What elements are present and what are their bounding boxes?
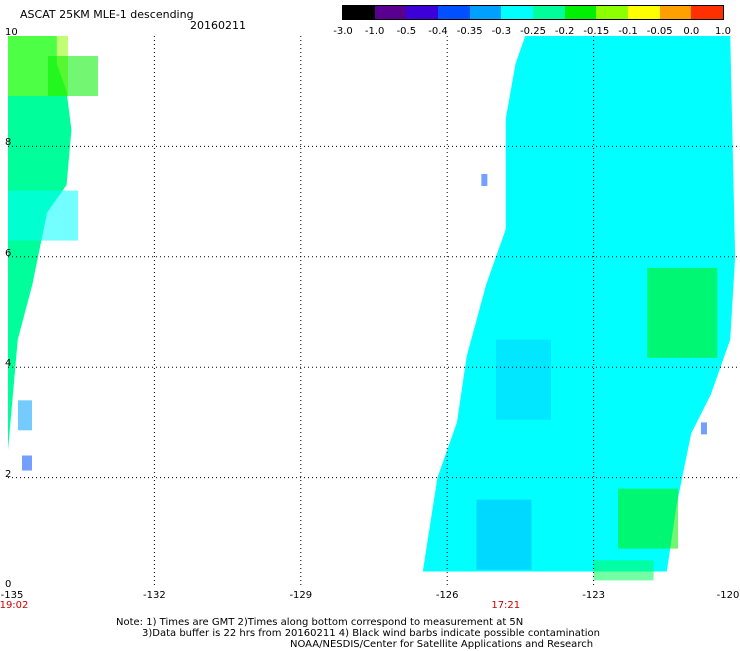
swath-right [422,36,736,572]
x-tick-label: -132 [143,590,166,601]
colorbar-segment [406,6,439,19]
colorbar-label: -0.15 [583,26,610,37]
colorbar-label: -0.35 [456,26,483,37]
y-tick-label: 10 [5,27,18,38]
colorbar-segment [659,6,692,19]
colorbar-label: -1.0 [364,26,385,37]
note-line-2: 3)Data buffer is 22 hrs from 20160211 4)… [142,628,600,639]
colorbar-segment [691,6,724,19]
colorbar-label: 1.0 [715,26,731,37]
patch-green-east [647,267,718,358]
colorbar-segment [469,6,502,19]
patch-cyan [8,190,78,241]
colorbar-segment [343,6,376,19]
x-tick-label: -135 [0,590,24,601]
colorbar-segment [564,6,597,19]
patch-green-se [618,488,678,549]
chart-title: ASCAT 25KM MLE-1 descending [20,8,194,21]
colorbar-label: -0.3 [491,26,512,37]
colorbar-segment [374,6,407,19]
colorbar-segment [628,6,661,19]
colorbar-label: -3.0 [333,26,353,37]
x-tick-label: -129 [289,590,313,601]
y-tick-label: 8 [5,137,12,149]
patch-blue-e [481,174,488,186]
y-tick-label: 2 [5,468,12,480]
note-line-1: Note: 1) Times are GMT 2)Times along bot… [116,617,524,628]
colorbar-label: -0.1 [618,26,638,37]
patch-lightblue2 [476,499,532,570]
patch-blue-e2 [700,422,707,435]
colorbar-segment [438,6,471,19]
colorbar-label: -0.25 [520,26,546,37]
time-label: 17:21 [491,600,521,611]
colorbar-label: 0.0 [683,26,700,37]
patch-green [48,56,98,96]
colorbar-label: -0.05 [646,26,673,37]
patch-lightblue [496,339,551,420]
colorbar-segment [501,6,534,19]
colorbar-segment [533,6,566,19]
swath-left [8,36,72,517]
colorbar-label: -0.5 [396,26,417,37]
chart-date: 20160211 [190,19,246,32]
y-tick-label: 0 [5,579,12,590]
colorbar-label: -0.4 [428,26,448,37]
patch-green-s [593,560,654,581]
x-tick-label: -120 [716,590,740,601]
y-tick-label: 4 [5,358,12,370]
colorbar-label: -0.2 [554,26,575,37]
colorbar-segment [596,6,629,19]
time-label: 19:02 [0,600,29,611]
x-tick-label: -123 [582,590,605,601]
y-tick-label: 6 [5,247,12,259]
colorbar [342,5,724,20]
x-tick-label: -126 [435,590,459,601]
patch-blue2 [22,455,32,471]
patch-blue [18,400,32,431]
note-line-3: NOAA/NESDIS/Center for Satellite Applica… [290,639,594,650]
